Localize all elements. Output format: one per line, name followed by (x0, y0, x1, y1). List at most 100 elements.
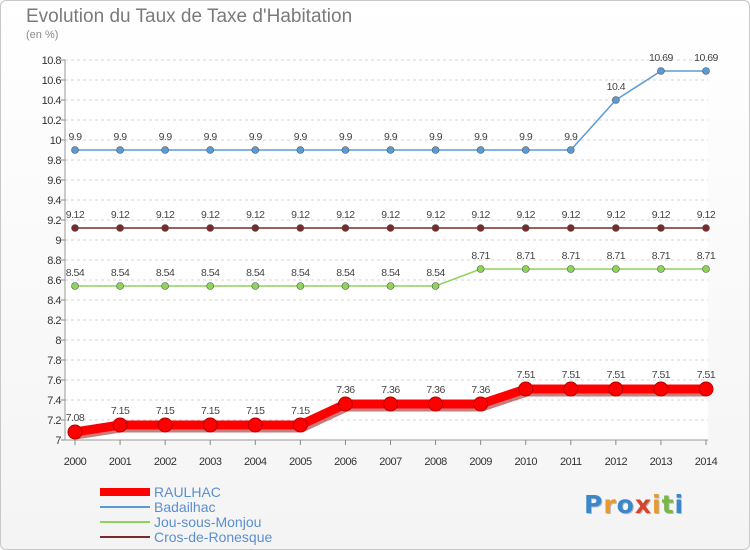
data-point (431, 282, 440, 290)
legend-swatch (100, 521, 150, 523)
data-point (698, 381, 714, 397)
data-label: 9.9 (159, 131, 173, 143)
y-tick-label: 7.4 (47, 395, 61, 407)
data-label: 8.71 (471, 250, 490, 262)
data-point (476, 224, 485, 232)
data-label: 9.12 (652, 209, 671, 221)
series-jou-sous-monjou: 8.54 8.54 8.54 8.54 8.54 8.54 8.54 8.54 8.54 8.71… (66, 250, 716, 290)
data-label: 10.69 (649, 52, 673, 64)
legend-swatch (100, 488, 150, 496)
y-tick-label: 7.6 (47, 375, 61, 387)
data-label: 8.71 (652, 250, 671, 262)
y-tick-label: 8 (55, 335, 61, 347)
y-tick-label: 10 (50, 135, 62, 147)
legend-label: RAULHAC (154, 484, 221, 500)
x-tick-label: 2001 (109, 456, 132, 468)
data-label: 8.71 (562, 250, 581, 262)
y-tick-label: 9.6 (47, 175, 61, 187)
logo-letter: P (584, 490, 604, 519)
y-tick-label: 9 (55, 235, 61, 247)
data-point (161, 224, 169, 232)
legend-swatch (100, 536, 150, 538)
data-point (296, 224, 305, 232)
data-label: 7.51 (697, 369, 716, 381)
logo-letter: t (661, 490, 675, 519)
y-tick-label: 10.4 (42, 95, 62, 107)
x-tick-label: 2013 (650, 456, 673, 468)
data-label: 8.71 (516, 250, 535, 262)
data-label: 9.12 (336, 209, 355, 221)
x-tick-label: 2007 (379, 456, 402, 468)
logo-letter: o (616, 490, 635, 519)
data-label: 7.36 (471, 384, 490, 396)
data-point (206, 224, 215, 232)
data-label: 7.15 (201, 405, 220, 417)
data-label: 8.54 (111, 267, 130, 279)
line-chart: 7 7.2 7.4 7.6 7.8 8 8.2 8.4 8.6 8.8 9 9.2 9.4 9.6 9.8 1… (42, 52, 719, 468)
logo-letter: i (674, 490, 685, 519)
data-label: 9.12 (246, 209, 265, 221)
data-label: 8.71 (607, 250, 626, 262)
data-label: 9.9 (519, 131, 533, 143)
data-label: 7.51 (562, 369, 581, 381)
data-label: 9.12 (156, 209, 175, 221)
x-tick-label: 2008 (424, 456, 447, 468)
data-point (518, 381, 534, 397)
data-label: 9.9 (564, 131, 578, 143)
data-label: 9.9 (384, 131, 398, 143)
data-point (116, 146, 124, 154)
data-point (71, 224, 79, 232)
data-label: 9.12 (471, 209, 490, 221)
data-point (563, 381, 579, 397)
data-point (521, 224, 530, 232)
series-badailhac: 9.9 9.9 9.9 9.9 9.9 9.9 9.9 9.9 9.9 9.9 9.9 9.9 10.4… (68, 52, 719, 154)
data-point (251, 224, 260, 232)
data-point (473, 396, 489, 412)
data-label: 8.71 (697, 250, 716, 262)
y-tick-label: 9.2 (47, 215, 61, 227)
series-raulhac: 7.08 7.15 7.15 7.15 7.15 7.15 7.36 7.36 7.36 7.36… (66, 369, 716, 440)
x-tick-label: 2012 (605, 456, 628, 468)
data-point (431, 224, 440, 232)
data-point (251, 282, 260, 290)
legend-label: Cros-de-Ronesque (154, 529, 273, 545)
data-point (653, 381, 669, 397)
data-point (386, 146, 395, 154)
data-label: 9.9 (474, 131, 488, 143)
data-point (386, 282, 395, 290)
data-label: 9.12 (291, 209, 310, 221)
data-point (657, 224, 665, 232)
data-label: 9.12 (426, 209, 445, 221)
data-label: 7.36 (381, 384, 400, 396)
data-point (383, 396, 398, 412)
data-point (431, 146, 440, 154)
data-point (612, 96, 620, 104)
data-label: 8.54 (291, 267, 310, 279)
data-label: 7.36 (426, 384, 445, 396)
data-label: 7.15 (111, 405, 130, 417)
data-label: 8.54 (381, 267, 400, 279)
x-tick-label: 2009 (469, 456, 492, 468)
data-label: 7.15 (246, 405, 265, 417)
x-tick-label: 2004 (244, 456, 267, 468)
x-tick-label: 2002 (154, 456, 177, 468)
data-point (296, 282, 305, 290)
data-label: 7.36 (336, 384, 355, 396)
y-tick-label: 10.6 (42, 75, 62, 87)
data-label: 8.54 (156, 267, 175, 279)
data-point (337, 396, 353, 412)
y-tick-label: 8.6 (47, 275, 61, 287)
y-tick-label: 8.4 (47, 295, 61, 307)
y-unit-label: (en %) (26, 29, 59, 41)
y-tick-label: 9.4 (47, 195, 61, 207)
data-point (702, 67, 710, 75)
data-point (566, 146, 575, 154)
data-label: 9.12 (381, 209, 400, 221)
y-tick-label: 8.8 (47, 255, 61, 267)
series-cros-de-ronesque: 9.12 9.12 9.12 9.12 9.12 9.12 9.12 9.12 9.12 9.12… (66, 209, 716, 232)
data-label: 9.9 (114, 131, 128, 143)
proxiti-logo: Proxiti (584, 490, 684, 519)
data-point (521, 146, 530, 154)
data-point (521, 265, 530, 273)
data-point (566, 265, 575, 273)
